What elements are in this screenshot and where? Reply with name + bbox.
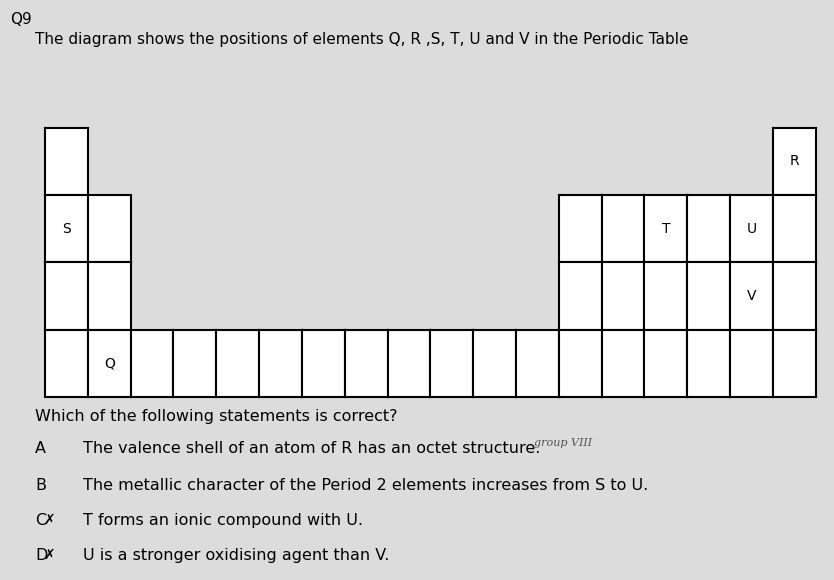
Text: R: R — [790, 154, 799, 168]
Text: T: T — [661, 222, 670, 235]
Text: Q: Q — [103, 357, 115, 371]
Text: A: A — [35, 441, 46, 456]
Text: S: S — [62, 222, 71, 235]
Text: T forms an ionic compound with U.: T forms an ionic compound with U. — [83, 513, 364, 528]
Text: U: U — [746, 222, 756, 235]
Text: The valence shell of an atom of R has an octet structure.: The valence shell of an atom of R has an… — [83, 441, 540, 456]
Text: ✗: ✗ — [43, 513, 55, 527]
Text: The diagram shows the positions of elements Q, R ,S, T, U and V in the Periodic : The diagram shows the positions of eleme… — [35, 32, 689, 47]
Text: D: D — [35, 548, 48, 563]
Text: B: B — [35, 478, 46, 494]
Text: Which of the following statements is correct?: Which of the following statements is cor… — [35, 409, 398, 424]
Text: The metallic character of the Period 2 elements increases from S to U.: The metallic character of the Period 2 e… — [83, 478, 649, 494]
Text: U is a stronger oxidising agent than V.: U is a stronger oxidising agent than V. — [83, 548, 389, 563]
Text: Q9: Q9 — [10, 12, 32, 27]
Text: C: C — [35, 513, 46, 528]
Text: V: V — [746, 289, 756, 303]
Text: group VIII: group VIII — [534, 438, 592, 448]
Text: ✗: ✗ — [43, 548, 55, 562]
